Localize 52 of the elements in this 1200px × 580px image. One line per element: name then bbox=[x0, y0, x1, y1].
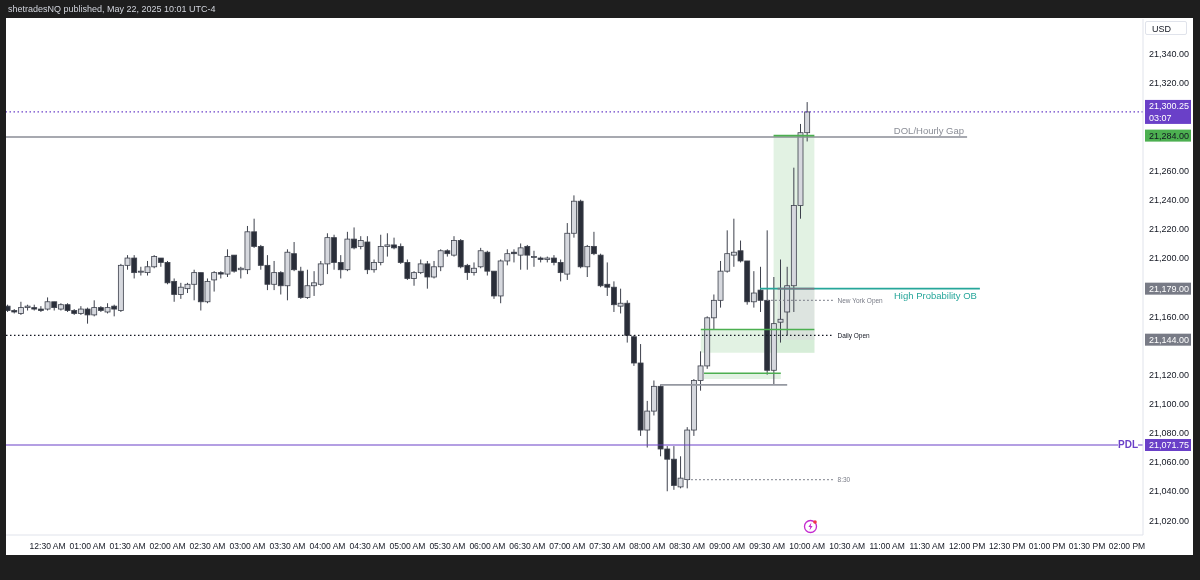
x-tick-label: 01:00 AM bbox=[69, 541, 106, 552]
y-tick-label: 21,071.75 bbox=[1149, 440, 1190, 451]
x-tick-label: 04:00 AM bbox=[309, 541, 346, 552]
x-tick-label: 02:00 PM bbox=[1108, 541, 1146, 552]
x-tick-label: 06:00 AM bbox=[469, 541, 506, 552]
x-tick-label: 09:00 AM bbox=[709, 541, 746, 552]
x-tick-label: 11:00 AM bbox=[869, 541, 905, 552]
y-tick-label: 21,200.00 bbox=[1149, 253, 1190, 264]
x-tick-label: 07:30 AM bbox=[589, 541, 626, 552]
x-tick-label: 10:30 AM bbox=[829, 541, 866, 552]
x-tick-label: 03:30 AM bbox=[269, 541, 306, 552]
x-tick-label: 08:30 AM bbox=[669, 541, 706, 552]
x-tick-label: 12:30 AM bbox=[29, 541, 66, 552]
series-label: High Probability OB bbox=[893, 289, 977, 301]
x-tick-label: 05:00 AM bbox=[389, 541, 426, 552]
x-tick-label: 02:00 AM bbox=[149, 541, 186, 552]
y-axis-title: USD bbox=[1145, 21, 1187, 35]
y-tick-label: 21,100.00 bbox=[1149, 399, 1190, 410]
x-tick-label: 06:30 AM bbox=[509, 541, 546, 552]
x-tick-label: 05:30 AM bbox=[429, 541, 466, 552]
y-tick-label: 21,240.00 bbox=[1149, 194, 1190, 205]
x-tick-label: 10:00 AM bbox=[789, 541, 826, 552]
y-tick-label: 21,260.00 bbox=[1149, 165, 1190, 176]
y-tick-label: 21,320.00 bbox=[1149, 78, 1190, 89]
x-tick-label: 11:30 AM bbox=[909, 541, 945, 552]
text: shetradesNQ published, May 22, 2025 10:01 UTC-4 bbox=[8, 4, 216, 14]
y-tick-label: 21,160.00 bbox=[1149, 311, 1190, 322]
y-tick-label: 21,284.00 bbox=[1149, 130, 1190, 141]
y-tick-label: 21,144.00 bbox=[1149, 334, 1190, 345]
y-tick-label: 21,120.00 bbox=[1149, 369, 1190, 380]
y-tick-label: 21,020.00 bbox=[1149, 515, 1190, 526]
x-tick-label: 12:00 PM bbox=[948, 541, 986, 552]
x-tick-label: 03:00 AM bbox=[229, 541, 266, 552]
y-tick-label: 21,300.25 03:07 bbox=[1149, 101, 1190, 124]
x-tick-label: 07:00 AM bbox=[549, 541, 586, 552]
x-tick-label: 01:30 AM bbox=[109, 541, 146, 552]
x-tick-label: 02:30 AM bbox=[189, 541, 226, 552]
x-tick-label: 04:30 AM bbox=[349, 541, 386, 552]
ref-line-label: PDL bbox=[1118, 439, 1138, 451]
series-label: DOL/Hourly Gap bbox=[893, 125, 965, 137]
y-tick-label: 21,340.00 bbox=[1149, 49, 1190, 60]
y-tick-label: 21,179.00 bbox=[1149, 283, 1190, 294]
x-tick-label: 01:00 PM bbox=[1028, 541, 1066, 552]
candlestick bbox=[777, 259, 784, 344]
y-tick-label: 21,060.00 bbox=[1149, 457, 1190, 468]
y-tick-label: 21,080.00 bbox=[1149, 428, 1190, 439]
x-tick-label: 09:30 AM bbox=[749, 541, 786, 552]
x-tick-label: 08:00 AM bbox=[629, 541, 666, 552]
y-tick-label: 21,040.00 bbox=[1149, 486, 1190, 497]
x-tick-label: 01:30 PM bbox=[1068, 541, 1106, 552]
x-tick-label: 12:30 PM bbox=[988, 541, 1026, 552]
y-tick-label: 21,220.00 bbox=[1149, 224, 1190, 235]
